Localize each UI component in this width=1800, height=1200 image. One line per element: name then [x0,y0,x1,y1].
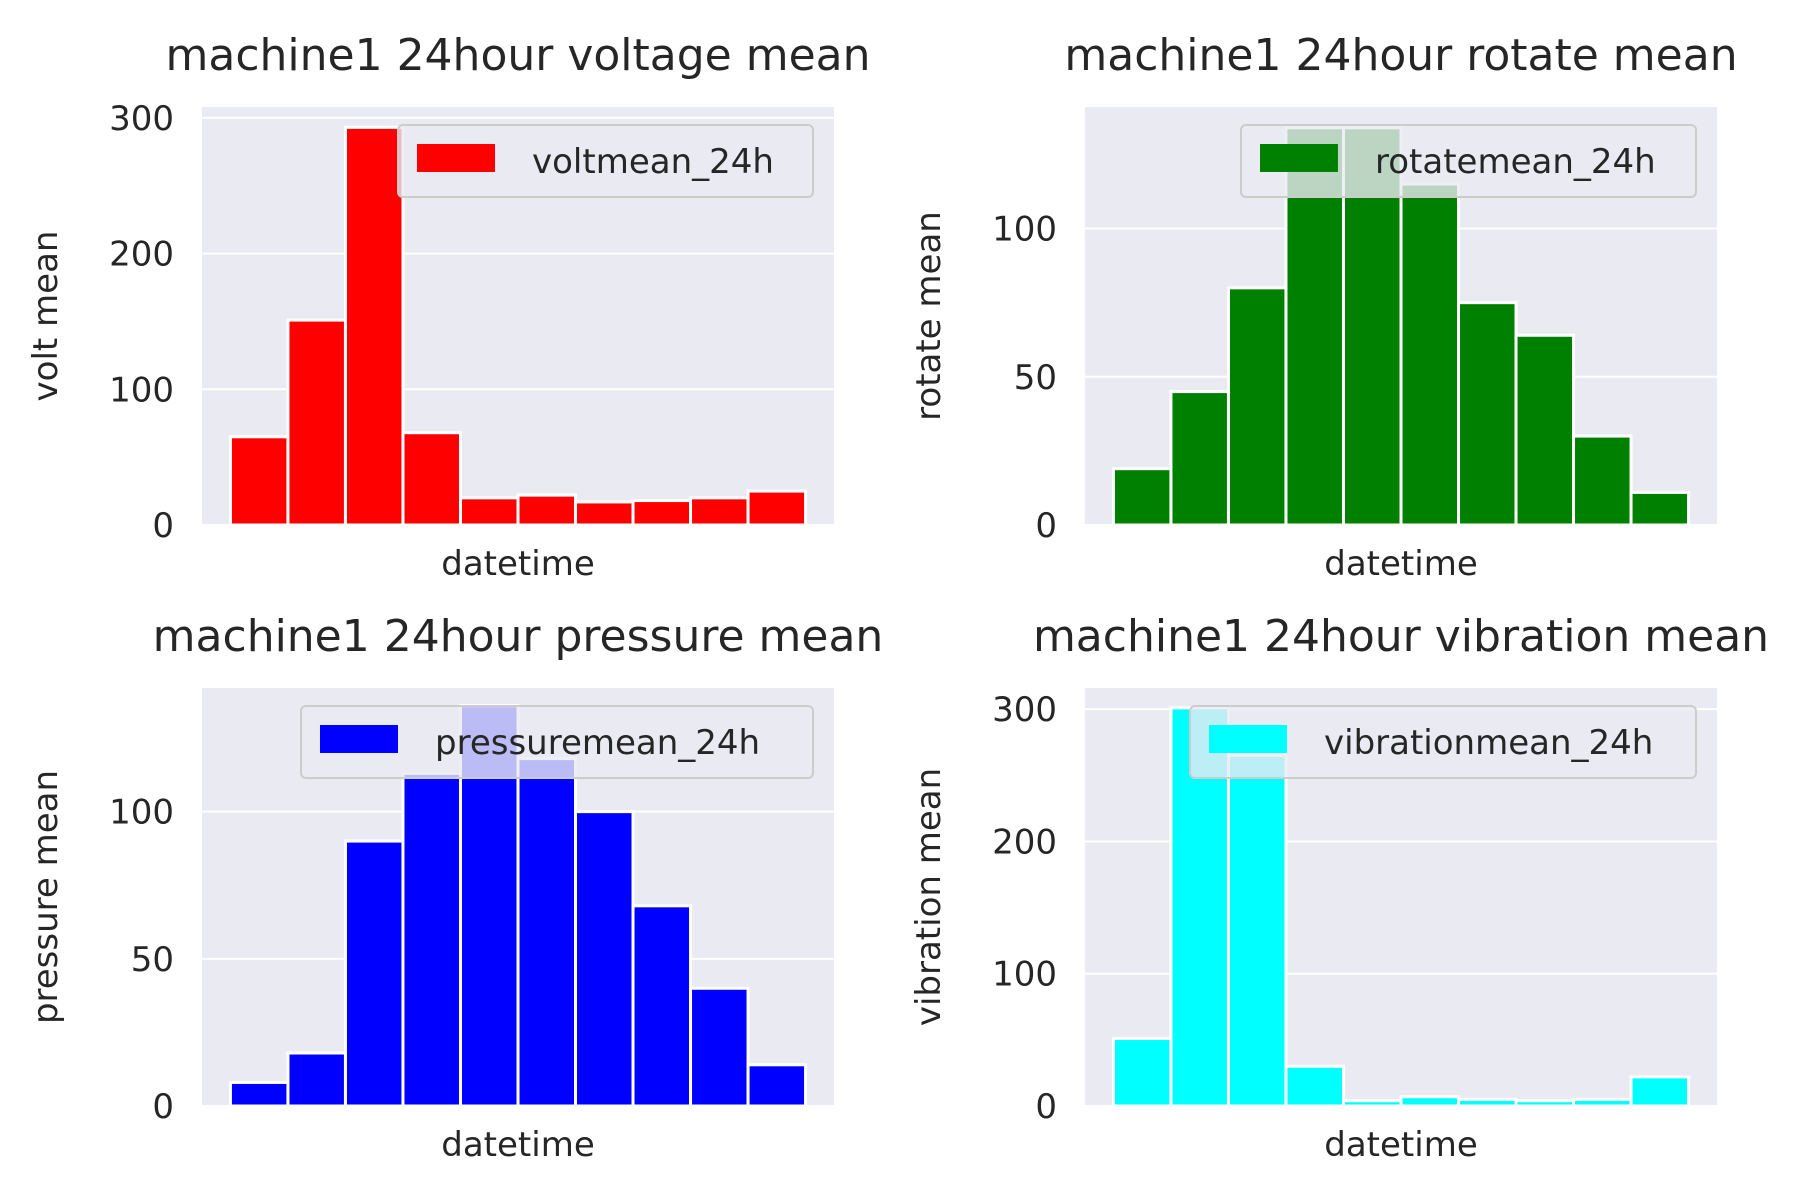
histogram-bar [516,757,578,1108]
y-axis-label: pressure mean [26,770,66,1024]
histogram-bar [1111,467,1173,527]
histogram-bar [1169,390,1230,527]
histogram-bar [1629,1075,1691,1108]
y-tick-label: 0 [1035,1087,1057,1127]
histogram-bar [1226,753,1288,1108]
y-tick-label: 100 [992,210,1057,250]
x-axis-label: datetime [441,1125,594,1165]
chart-title: machine1 24hour rotate mean [1064,30,1737,81]
legend: voltmean_24h [397,124,814,198]
histogram-bar [631,499,693,527]
legend-box [300,705,814,779]
histogram-bar [228,435,290,527]
histogram-bar [1284,1064,1345,1108]
y-tick-label: 200 [109,235,174,275]
histogram-bar [286,318,347,527]
legend: rotatemean_24h [1240,124,1697,198]
y-tick-label: 300 [992,690,1057,730]
chart-title: machine1 24hour pressure mean [153,611,884,662]
x-axis-label: datetime [1324,1125,1477,1165]
legend-box [397,124,814,198]
legend-label: voltmean_24h [532,142,774,182]
histogram-bar [631,904,693,1108]
histogram-bar [1399,182,1461,527]
histogram-bar [343,839,405,1108]
y-tick-label: 300 [109,99,174,139]
histogram-bar [458,496,520,527]
histogram-bar [1457,301,1518,527]
chart-panel-1: 0 100 200 300 machine1 24hour voltage mean da… [26,30,871,584]
histogram-bar [286,1051,347,1108]
y-tick-label: 0 [152,1087,174,1127]
y-tick-label: 0 [1035,506,1057,546]
histogram-bar [1226,286,1288,527]
y-axis-label: rotate mean [909,211,949,421]
histogram-bar [401,771,462,1108]
y-tick-label: 0 [152,506,174,546]
legend-swatch [320,725,398,753]
histogram-bar [1514,1099,1576,1108]
x-axis-label: datetime [1324,544,1477,584]
y-tick-label: 50 [1014,358,1057,398]
legend-label: rotatemean_24h [1375,142,1656,182]
y-tick-label: 100 [109,793,174,833]
histogram-bar [746,489,808,527]
histogram-bar [1572,1097,1633,1108]
histogram-bar [689,986,750,1108]
chart-panel-2: 0 50 100 machine1 24hour rotate mean datetim… [909,30,1738,584]
histogram-bar [1111,1037,1173,1108]
histogram-bar [228,1080,290,1108]
chart-panel-4: 0 100 200 300 machine1 24hour vibration mean… [909,611,1769,1165]
histogram-bar [1341,1099,1403,1108]
x-axis-label: datetime [441,544,594,584]
y-tick-label: 200 [992,822,1057,862]
histogram-bar [516,493,578,527]
y-tick-label: 50 [131,940,174,980]
histogram-bar [1572,434,1633,527]
legend-swatch [1209,725,1287,753]
histogram-bar [746,1063,808,1108]
y-tick-label: 100 [992,955,1057,995]
histogram-bar [574,810,635,1108]
legend-swatch [1260,144,1338,172]
histogram-bar [1629,490,1691,527]
histogram-bar [343,125,405,527]
chart-title: machine1 24hour voltage mean [166,30,871,81]
y-axis-label: vibration mean [909,768,949,1026]
histogram-bar [1457,1097,1518,1108]
histogram-bar [689,496,750,527]
histogram-bar [1399,1095,1461,1108]
legend-swatch [417,144,495,172]
histogram-bar [574,500,635,527]
histogram-bar [401,431,462,527]
legend: pressuremean_24h [300,705,814,779]
chart-panel-3: 0 50 100 machine1 24hour pressure mean datet… [26,611,883,1165]
y-axis-label: volt mean [26,231,66,402]
chart-title: machine1 24hour vibration mean [1033,611,1769,662]
legend: vibrationmean_24h [1189,705,1697,779]
legend-box [1240,124,1697,198]
legend-label: vibrationmean_24h [1324,723,1653,763]
legend-label: pressuremean_24h [435,723,760,763]
legend-box [1189,705,1697,779]
y-tick-label: 100 [109,370,174,410]
histogram-bar [1514,333,1576,527]
